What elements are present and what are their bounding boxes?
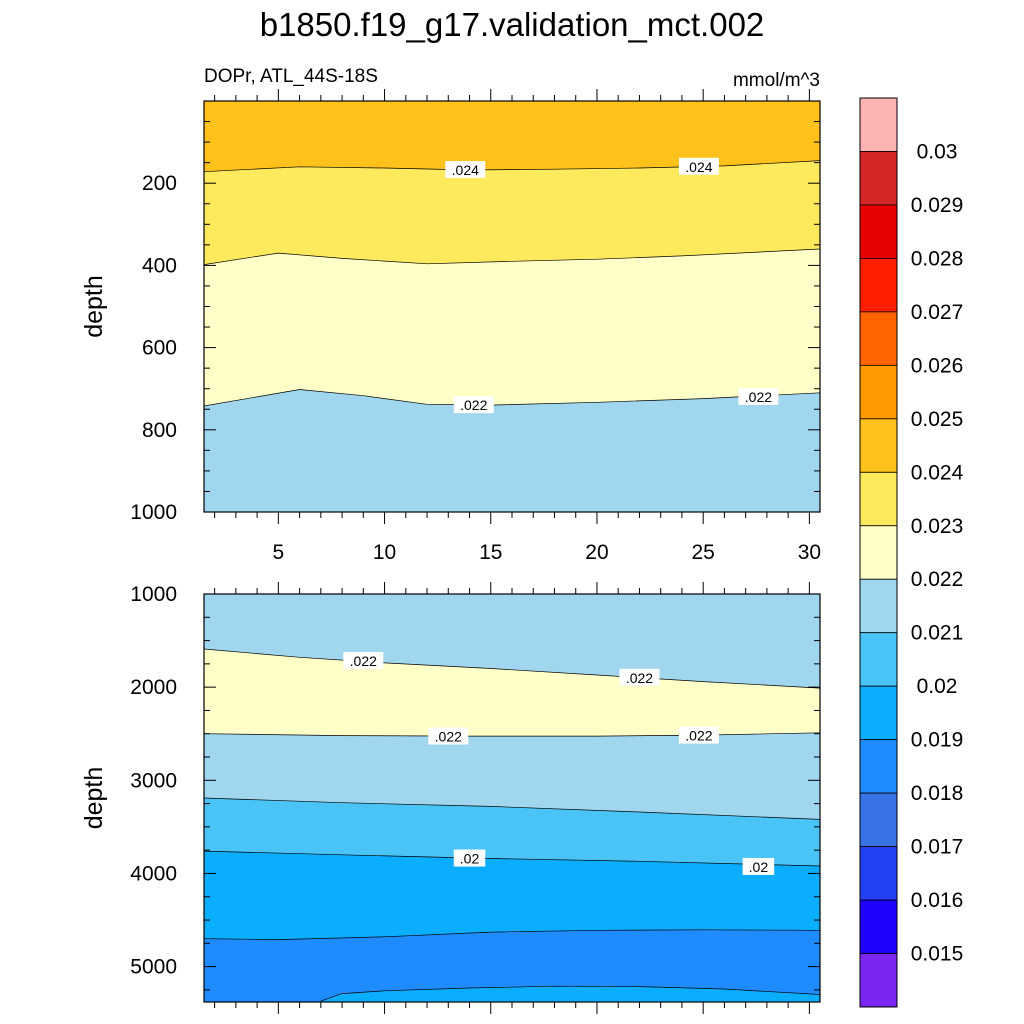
fill-band: [204, 389, 820, 512]
x-tick-label: 5: [273, 541, 285, 564]
contour-line: [204, 648, 820, 689]
contour-line: [204, 850, 820, 867]
y-tick-label: 2000: [130, 676, 177, 699]
y-tick-label: 1000: [130, 501, 177, 524]
colorbar-label: 0.019: [911, 729, 964, 752]
units-label: mmol/m^3: [733, 70, 820, 91]
colorbar-segment: [859, 204, 898, 259]
y-tick-label: 4000: [130, 862, 177, 885]
colorbar-segment: [859, 899, 898, 954]
y-tick-label: 800: [142, 419, 177, 442]
upper-depth-panel: .024 .024 .022 .022 5 10 15 20 25 30 200 400 600 800 1…: [80, 89, 821, 564]
y-tick-label: 600: [142, 337, 177, 360]
colorbar-segment: [859, 151, 898, 206]
contour-label: .02: [749, 859, 769, 875]
contour-label-box: [428, 727, 469, 745]
x-tick-label: 10: [373, 541, 396, 564]
colorbar-segment: [859, 311, 898, 366]
contour-label: .022: [435, 729, 462, 745]
colorbar-label: 0.026: [911, 354, 964, 377]
colorbar: 0.03 0.029 0.028 0.027 0.026 0.025 0.024 0.023 0…: [859, 97, 964, 1008]
x-tick-label: 15: [479, 541, 502, 564]
contour-label-box: [445, 161, 486, 179]
colorbar-segment: [859, 578, 898, 634]
colorbar-label: 0.023: [911, 515, 964, 538]
contour-label-box: [738, 387, 779, 405]
y-tick-label: 5000: [130, 956, 177, 979]
contour-label-box: [343, 652, 384, 670]
colorbar-label: 0.021: [911, 622, 964, 645]
colorbar-segment: [859, 846, 898, 901]
axis-ticks: [204, 582, 820, 1014]
contour-label: .024: [452, 162, 479, 178]
colorbar-label: 0.024: [911, 461, 964, 484]
colorbar-segment: [859, 632, 898, 687]
contour-label: .022: [745, 389, 772, 405]
colorbar-segment: [859, 792, 898, 847]
colorbar-segment: [859, 97, 898, 152]
contour-label: .022: [350, 653, 377, 669]
x-tick-label: 20: [585, 541, 608, 564]
y-tick-label: 1000: [130, 583, 177, 606]
colorbar-label: 0.029: [911, 194, 964, 217]
contour-line: [204, 797, 820, 820]
contour-label-box: [453, 396, 494, 414]
colorbar-segment: [859, 258, 898, 313]
colorbar-segment: [859, 525, 898, 580]
x-tick-label: 25: [691, 541, 714, 564]
colorbar-label: 0.027: [911, 301, 964, 324]
colorbar-segment: [859, 471, 898, 527]
colorbar-label: 0.025: [911, 408, 964, 431]
chart-title: b1850.f19_g17.validation_mct.002: [260, 6, 765, 43]
lower-depth-panel: .022 .022 .022 .022 .02 .02 1000 2000 3000 4000 50…: [80, 582, 821, 1014]
contour-line: [204, 248, 820, 265]
plot-area: .022 .022 .022 .022 .02 .02: [204, 594, 820, 1002]
colorbar-label: 0.03: [917, 140, 958, 163]
y-tick-label: 400: [142, 254, 177, 277]
fill-band: [204, 929, 820, 1002]
contour-line: [320, 985, 820, 1002]
colorbar-label: 0.015: [911, 943, 964, 966]
contour-line: [204, 732, 820, 737]
colorbar-segment: [859, 953, 898, 1008]
contour-line: [204, 929, 820, 940]
contour-label: .024: [685, 159, 712, 175]
fill-band: [320, 986, 820, 1002]
contour-label-box: [619, 668, 660, 686]
variable-label: DOPr, ATL_44S-18S: [204, 66, 378, 87]
y-tick-label: 3000: [130, 769, 177, 792]
y-axis-label: depth: [80, 275, 108, 338]
y-tick-label: 200: [142, 172, 177, 195]
contour-label: .02: [460, 851, 480, 867]
x-tick-label: 30: [798, 541, 821, 564]
contour-label: .022: [460, 397, 487, 413]
contour-label: .022: [685, 728, 712, 744]
contour-label-box: [678, 726, 719, 744]
contour-label-box: [742, 857, 775, 875]
contour-label-box: [678, 157, 719, 175]
colorbar-label: 0.02: [917, 675, 958, 698]
colorbar-segment: [859, 739, 898, 794]
contour-label-box: [453, 849, 486, 867]
colorbar-label: 0.018: [911, 782, 964, 805]
colorbar-segment: [859, 364, 898, 420]
colorbar-segment: [859, 685, 898, 741]
colorbar-segment: [859, 418, 898, 473]
colorbar-label: 0.022: [911, 568, 964, 591]
colorbar-frame: [859, 97, 898, 1008]
contour-label: .022: [626, 670, 653, 686]
colorbar-label: 0.016: [911, 889, 964, 912]
plot-area: .024 .024 .022 .022: [204, 101, 820, 512]
colorbar-label: 0.017: [911, 836, 964, 859]
y-axis-label: depth: [80, 767, 108, 830]
axis-ticks: [204, 89, 820, 524]
colorbar-label: 0.028: [911, 247, 964, 270]
